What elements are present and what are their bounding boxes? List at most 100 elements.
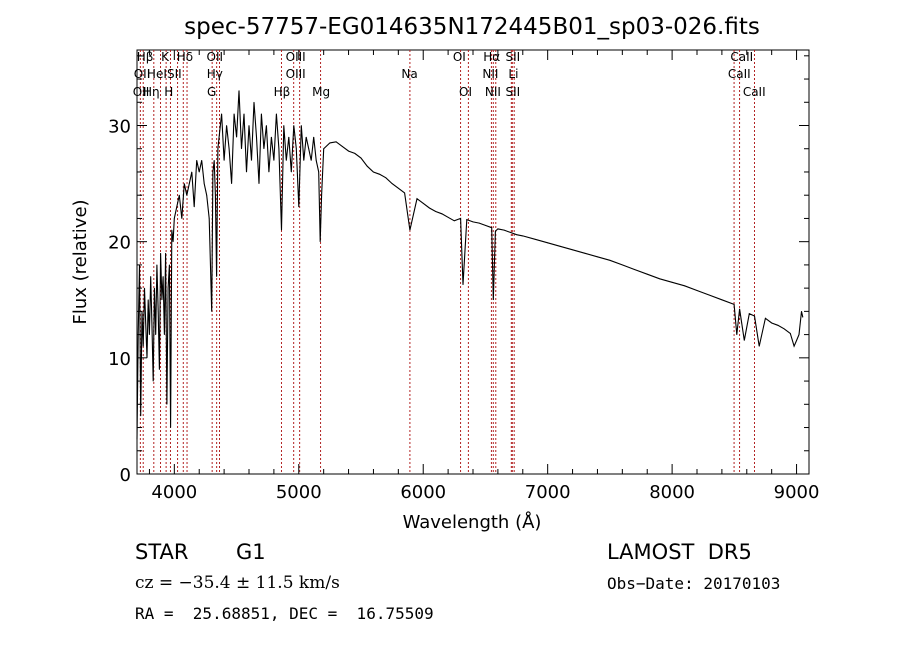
data-point — [238, 90, 240, 92]
data-point — [206, 194, 208, 196]
data-point — [246, 171, 247, 173]
x-tick-label: 6000 — [400, 482, 446, 503]
x-tick-label: 9000 — [774, 482, 820, 503]
data-point — [796, 340, 797, 341]
data-point — [213, 159, 215, 161]
line-label: OI — [453, 50, 466, 64]
data-point — [758, 345, 760, 347]
data-point — [646, 273, 648, 275]
data-point — [609, 259, 611, 261]
data-point — [212, 171, 214, 173]
y-axis-label: Flux (relative) — [70, 199, 91, 324]
data-point — [151, 322, 153, 324]
data-point — [273, 159, 275, 161]
data-point — [739, 308, 740, 310]
data-point — [323, 148, 325, 150]
object-type: STAR — [135, 540, 189, 564]
data-point — [319, 241, 321, 243]
data-point — [429, 207, 430, 209]
data-point — [221, 113, 223, 115]
data-point — [509, 231, 511, 233]
data-point — [231, 183, 232, 184]
data-point — [335, 141, 337, 143]
data-point — [671, 281, 673, 283]
data-point — [157, 310, 159, 312]
line-label: OIII — [286, 67, 306, 81]
line-label: OII — [207, 50, 224, 64]
data-point — [211, 310, 213, 312]
data-point — [453, 220, 455, 222]
line-label: H — [164, 85, 173, 99]
data-point — [736, 334, 738, 336]
data-point — [659, 278, 661, 280]
x-tick-label: 4000 — [151, 482, 197, 503]
data-point — [193, 206, 195, 208]
data-point — [503, 229, 505, 231]
data-point — [341, 146, 343, 147]
data-point — [256, 136, 257, 138]
data-point — [802, 316, 804, 318]
data-point — [201, 159, 203, 161]
data-point — [801, 310, 802, 312]
data-point — [191, 171, 193, 173]
data-point — [584, 252, 586, 254]
data-point — [263, 148, 265, 150]
data-point — [447, 216, 449, 218]
y-axis-ticks: 0 10 20 30 — [108, 55, 809, 486]
data-point — [163, 334, 165, 336]
data-point — [684, 285, 685, 287]
data-point — [248, 125, 250, 126]
data-point — [226, 125, 228, 126]
data-point — [266, 125, 267, 126]
data-point — [416, 198, 418, 200]
data-point — [154, 287, 155, 289]
line-label: CaII — [743, 85, 766, 99]
data-point — [366, 165, 368, 167]
survey-name: LAMOST DR5 — [607, 540, 752, 564]
line-label: SII — [505, 50, 520, 64]
line-label: Na — [401, 67, 417, 81]
data-point — [534, 238, 536, 240]
data-point — [771, 322, 773, 324]
x-axis-ticks: 4000 5000 6000 7000 8000 9000 — [148, 50, 820, 503]
line-label: CaII — [728, 67, 751, 81]
data-point — [170, 427, 172, 428]
data-point — [156, 264, 158, 266]
emission-line-markers — [139, 50, 755, 474]
spectrum-series — [136, 90, 804, 440]
data-point — [216, 276, 218, 277]
data-point — [155, 334, 157, 336]
data-point — [178, 194, 180, 196]
data-point — [258, 183, 260, 184]
data-point — [460, 218, 461, 219]
data-point — [203, 183, 205, 184]
line-label: Hγ — [207, 67, 223, 81]
data-point — [305, 136, 307, 138]
data-point — [516, 234, 517, 236]
data-point — [472, 221, 474, 223]
line-label: OII — [134, 67, 151, 81]
data-point — [136, 438, 138, 440]
data-point — [162, 276, 164, 277]
y-tick-label: 10 — [108, 349, 131, 370]
data-point — [789, 333, 791, 334]
data-point — [160, 252, 162, 254]
data-point — [168, 264, 170, 266]
data-point — [435, 211, 437, 212]
data-point — [173, 218, 175, 219]
data-point — [798, 334, 800, 336]
data-point — [275, 113, 277, 115]
line-label: Mg — [312, 85, 330, 99]
data-point — [171, 229, 173, 231]
line-label: SII — [505, 85, 520, 99]
data-point — [223, 159, 225, 161]
data-point — [172, 241, 174, 243]
line-label: OII — [133, 85, 150, 99]
data-point — [283, 125, 285, 126]
line-label: Li — [508, 67, 518, 81]
line-label: CaII — [730, 50, 753, 64]
data-point — [559, 245, 561, 247]
data-point — [491, 227, 493, 229]
data-point — [485, 225, 486, 226]
